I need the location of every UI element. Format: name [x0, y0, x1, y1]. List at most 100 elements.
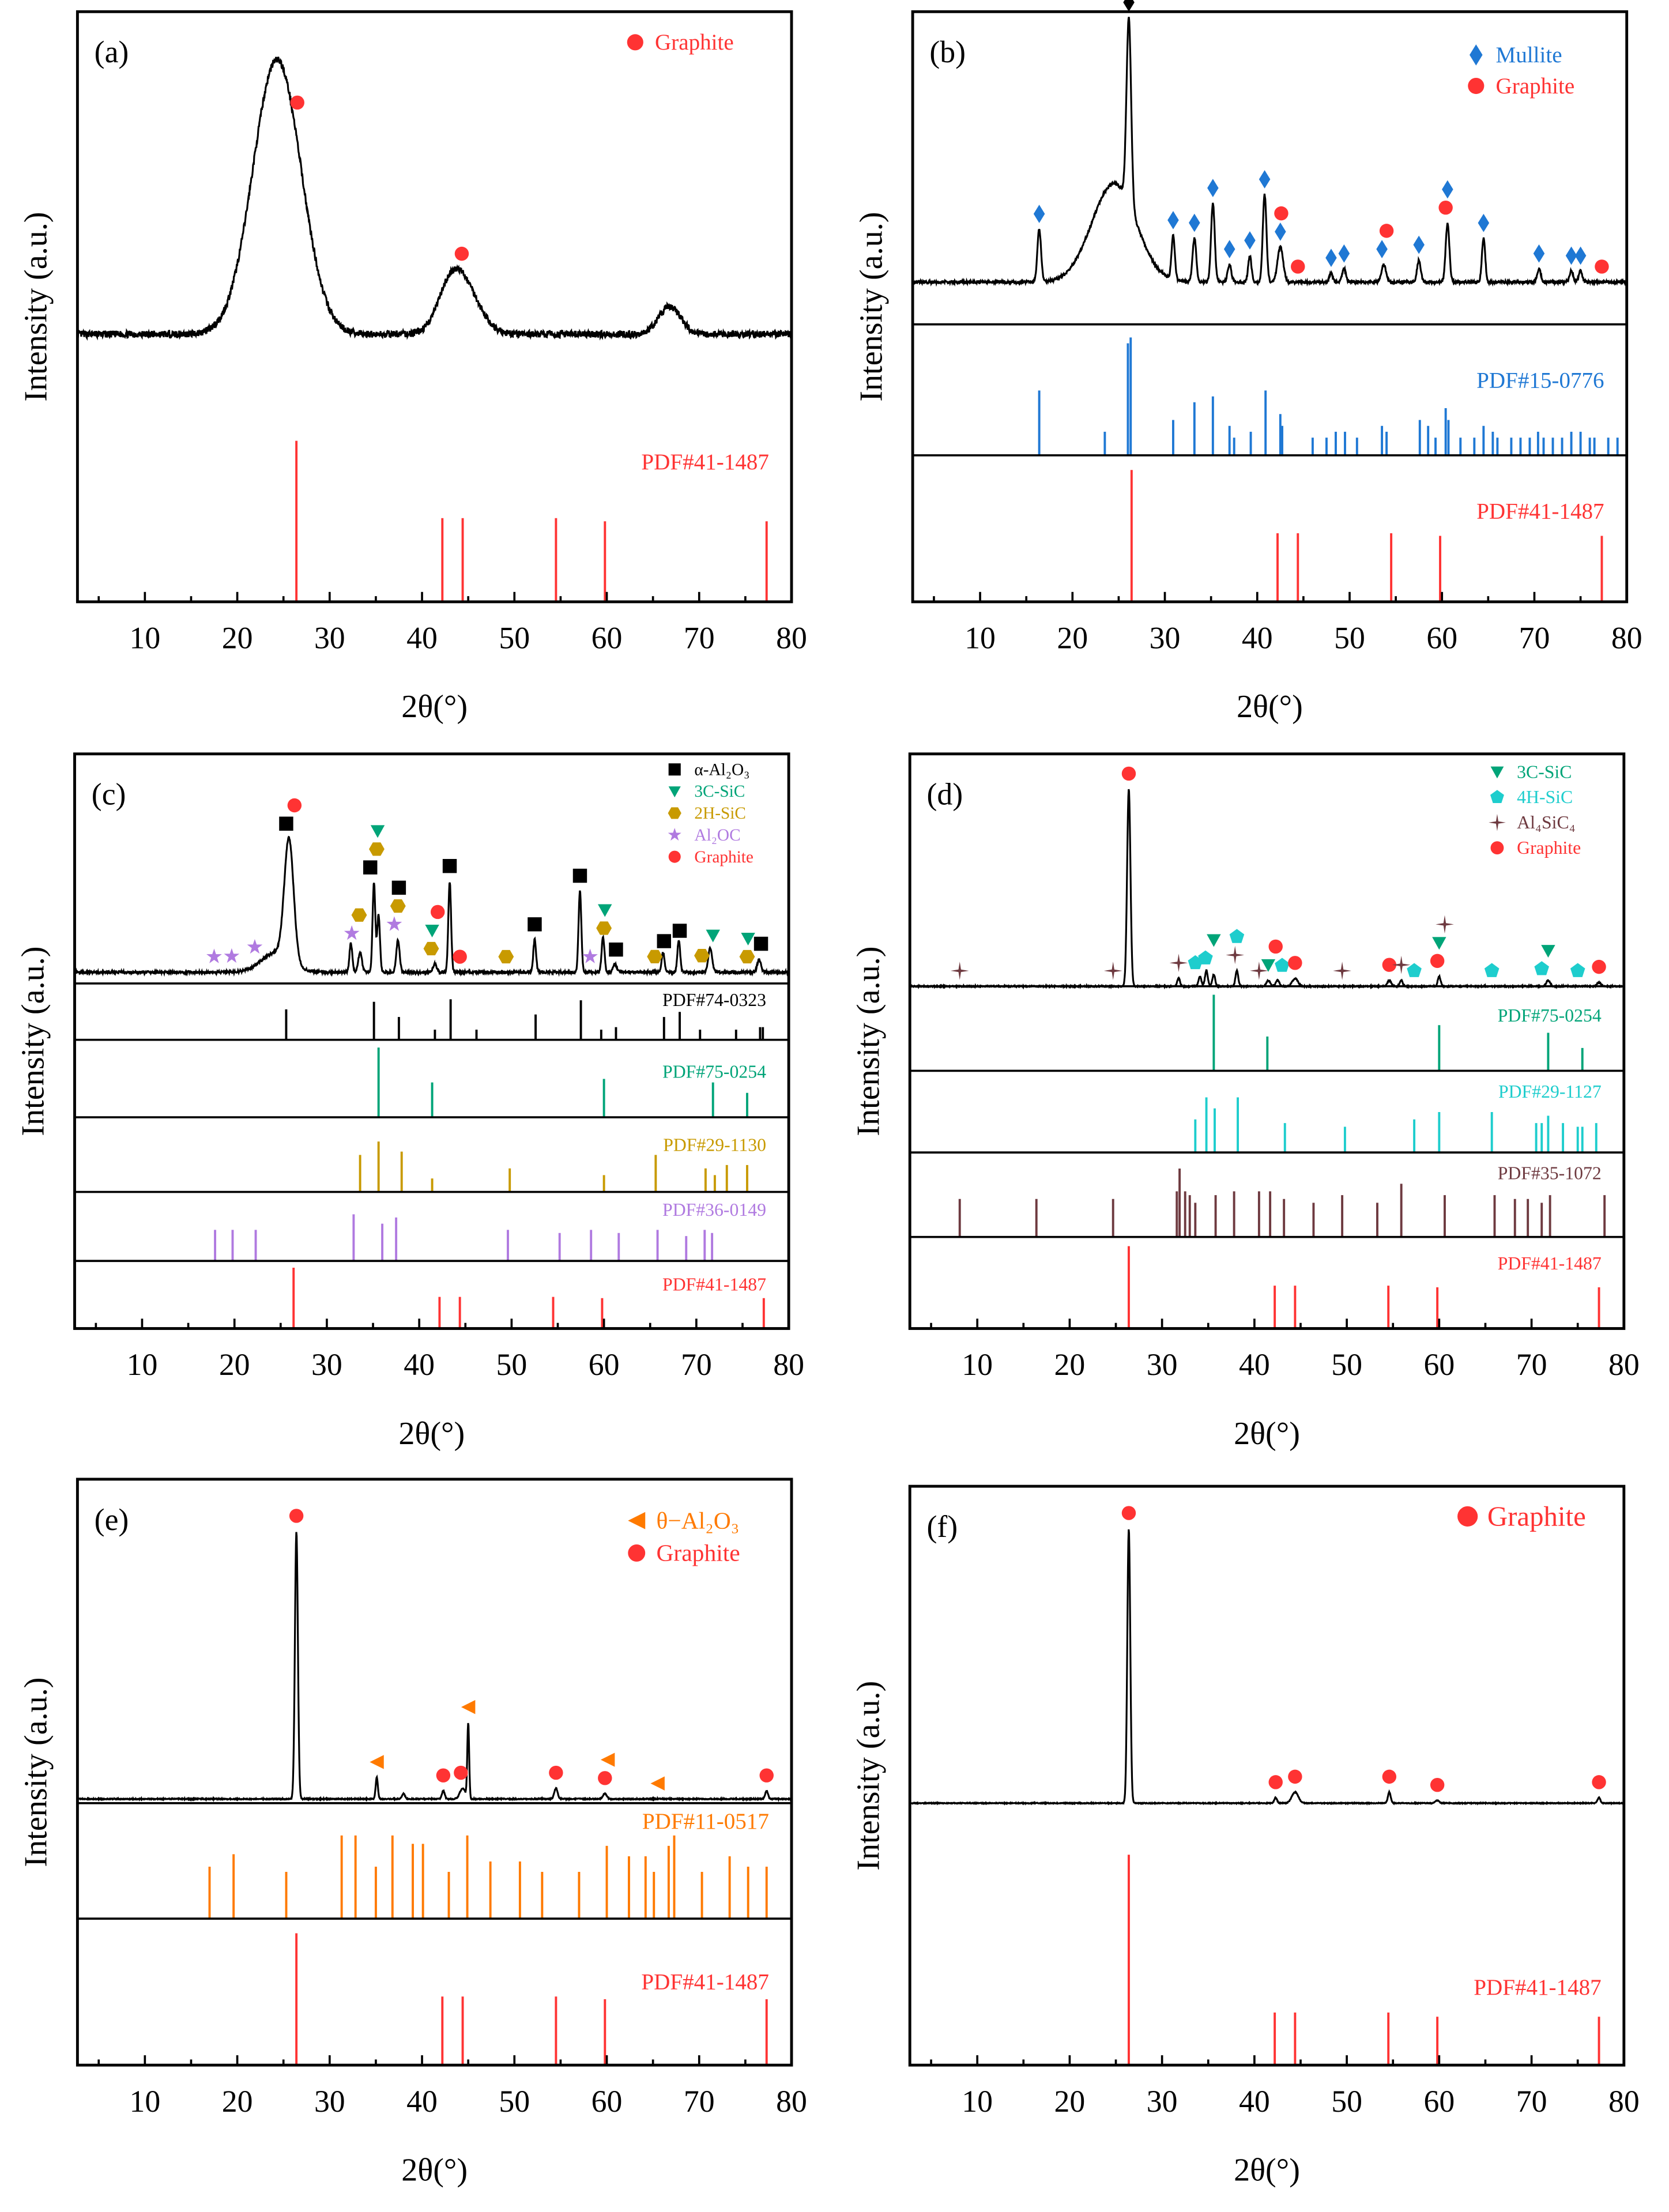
panel-label: (e)	[95, 1502, 129, 1537]
circle-marker	[1592, 1775, 1606, 1789]
legend-label: Graphite	[694, 848, 753, 866]
plot-frame	[908, 752, 1626, 1330]
legend-tridown-icon	[668, 786, 681, 798]
circle-marker	[1430, 954, 1445, 969]
legend: Graphite	[1457, 1501, 1586, 1532]
x-tick-label: 10	[129, 2084, 160, 2119]
legend-circle-icon	[1490, 841, 1504, 855]
tridown-marker	[425, 924, 439, 937]
legend-hexagon-icon	[668, 807, 681, 819]
cross4-marker	[1333, 962, 1351, 980]
panel-label: (f)	[927, 1509, 958, 1544]
x-tick-label: 30	[1150, 621, 1181, 655]
cross4-marker	[1250, 961, 1268, 980]
diamond-marker	[1338, 244, 1350, 263]
legend-diamond-icon	[1470, 44, 1483, 66]
cross4-marker	[1226, 945, 1245, 964]
x-tick-label: 80	[776, 621, 807, 655]
hexagon-marker	[351, 908, 367, 922]
x-tick-label: 70	[1516, 2084, 1547, 2119]
x-tick-label: 20	[222, 2084, 253, 2119]
legend-label: 3C-SiC	[1517, 762, 1572, 782]
circle-marker	[287, 798, 302, 813]
legend-circle-icon	[1468, 77, 1485, 95]
y-axis-label: Intensity (a.u.)	[18, 1677, 54, 1867]
legend-trileft-icon	[628, 1512, 646, 1529]
ref-pattern-label: PDF#75-0254	[662, 1062, 766, 1082]
x-axis-label: 2θ(°)	[401, 2153, 468, 2188]
legend-circle-icon	[668, 850, 681, 863]
star-marker	[386, 916, 402, 931]
circle-marker	[290, 95, 304, 110]
x-tick-label: 50	[499, 2084, 530, 2119]
hexagon-marker	[596, 921, 612, 935]
circle-marker	[1121, 766, 1136, 781]
ref-pattern-label: PDF#74-0323	[662, 990, 766, 1010]
x-tick-label: 60	[592, 2084, 623, 2119]
ref-pattern-label: PDF#35-1072	[1498, 1163, 1602, 1184]
x-tick-label: 60	[1423, 2084, 1455, 2119]
x-tick-label: 70	[684, 2084, 715, 2119]
x-tick-label: 40	[406, 2084, 438, 2119]
hexagon-marker	[694, 949, 710, 963]
diamond-marker	[1442, 180, 1453, 199]
square-marker	[528, 917, 542, 932]
diamond-marker	[1574, 246, 1587, 265]
x-tick-label: 70	[681, 1347, 712, 1382]
x-tick-label: 20	[1054, 1347, 1086, 1382]
circle-marker	[1430, 1777, 1445, 1792]
diamond-marker	[1478, 213, 1490, 232]
plot-frame	[73, 752, 790, 1330]
hexagon-marker	[390, 899, 406, 913]
panel-label: (b)	[929, 35, 966, 69]
x-tick-label: 20	[1054, 2084, 1086, 2119]
trileft-marker	[600, 1753, 615, 1767]
xrd-pattern-line	[77, 1532, 793, 1802]
legend-label: Graphite	[1487, 1501, 1586, 1532]
plot-frame	[911, 10, 1629, 604]
cross4-marker	[1169, 954, 1188, 973]
xrd-pattern-line	[912, 17, 1627, 287]
star-marker	[344, 925, 360, 940]
diamond-marker	[1207, 179, 1219, 197]
pentagon-marker	[1484, 963, 1500, 977]
circle-marker	[598, 1771, 612, 1785]
pentagon-marker	[1570, 963, 1585, 977]
legend-tridown-icon	[1490, 766, 1504, 779]
diamond-marker	[1565, 246, 1577, 265]
y-axis-label: Intensity (a.u.)	[853, 212, 889, 402]
circle-marker	[430, 905, 445, 920]
circle-marker	[1379, 224, 1394, 238]
plot-frame	[908, 1484, 1626, 2067]
x-tick-label: 50	[1331, 2084, 1362, 2119]
square-marker	[609, 942, 623, 957]
circle-marker	[1382, 958, 1397, 972]
ref-pattern-label: PDF#41-1487	[1498, 1253, 1602, 1273]
cross4-marker	[1392, 955, 1411, 974]
tridown-marker	[741, 933, 755, 945]
x-tick-label: 10	[962, 1347, 993, 1382]
diamond-marker	[1376, 240, 1388, 259]
panel-d: PDF#75-0254 PDF#29-1127 PDF#35-1072 PDF#41-…	[850, 752, 1640, 1452]
x-tick-label: 40	[1239, 1347, 1270, 1382]
x-tick-label: 40	[404, 1347, 435, 1382]
x-tick-label: 80	[1608, 2084, 1640, 2119]
diamond-marker	[1244, 231, 1256, 250]
y-axis-label: Intensity (a.u.)	[850, 1681, 886, 1871]
circle-marker	[1274, 206, 1289, 221]
legend-circle-icon	[627, 34, 643, 51]
legend-star-icon	[668, 828, 681, 841]
legend-label: 2H-SiC	[694, 804, 746, 823]
pentagon-marker	[1198, 950, 1213, 964]
legend-label: Al₄SiC₄	[1517, 812, 1576, 832]
square-marker	[572, 868, 587, 883]
ref-pattern-label: PDF#41-1487	[1474, 1975, 1601, 2000]
panel-label: (d)	[927, 777, 963, 812]
panel-b: PDF#15-0776 PDF#41-1487 10 20 30 40 50 60 70 80 2θ…	[853, 0, 1642, 725]
circle-marker	[1592, 959, 1606, 974]
star-marker	[582, 948, 598, 963]
x-tick-label: 30	[314, 621, 345, 655]
x-tick-label: 50	[499, 621, 530, 655]
hexagon-marker	[647, 949, 663, 964]
